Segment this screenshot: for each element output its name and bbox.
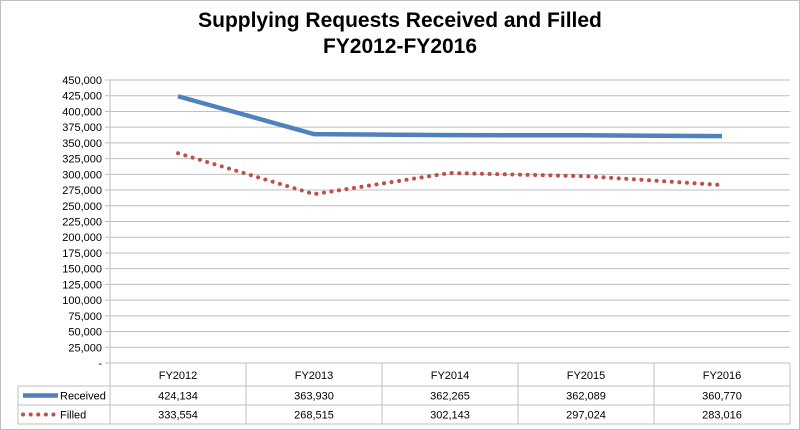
legend-label: Received — [60, 391, 106, 403]
y-tick-label: 400,000 — [62, 106, 102, 118]
data-label: 362,265 — [430, 391, 470, 403]
data-label: 333,554 — [158, 410, 198, 422]
y-tick-label: 425,000 — [62, 91, 102, 103]
category-label: FY2012 — [159, 370, 198, 382]
category-label: FY2016 — [703, 370, 742, 382]
y-tick-label: 50,000 — [68, 327, 102, 339]
y-tick-label: 125,000 — [62, 279, 102, 291]
series-line-received — [177, 94, 723, 139]
category-label: FY2015 — [567, 370, 606, 382]
category-label: FY2013 — [295, 370, 334, 382]
chart-title: Supplying Requests Received and Filled F… — [0, 8, 800, 60]
y-tick-label: 25,000 — [68, 342, 102, 354]
y-tick-label: - — [98, 358, 102, 370]
y-tick-label: 300,000 — [62, 169, 102, 181]
data-label: 424,134 — [158, 391, 198, 403]
chart-title-line1: Supplying Requests Received and Filled — [198, 9, 602, 32]
data-label: 302,143 — [430, 410, 470, 422]
y-tick-label: 375,000 — [62, 122, 102, 134]
y-tick-label: 200,000 — [62, 232, 102, 244]
y-tick-label: 275,000 — [62, 185, 102, 197]
data-label: 283,016 — [702, 410, 742, 422]
legend-label: Filled — [60, 410, 86, 422]
y-tick-label: 100,000 — [62, 295, 102, 307]
y-tick-label: 225,000 — [62, 217, 102, 229]
y-tick-label: 150,000 — [62, 264, 102, 276]
y-tick-label: 450,000 — [62, 75, 102, 87]
y-tick-label: 325,000 — [62, 154, 102, 166]
y-tick-label: 250,000 — [62, 201, 102, 213]
data-label: 297,024 — [566, 410, 606, 422]
data-label: 268,515 — [294, 410, 334, 422]
data-label: 363,930 — [294, 391, 334, 403]
category-label: FY2014 — [431, 370, 470, 382]
data-label: 362,089 — [566, 391, 606, 403]
y-tick-label: 350,000 — [62, 138, 102, 150]
series-line-filled — [176, 151, 724, 197]
data-label: 360,770 — [702, 391, 742, 403]
y-tick-label: 75,000 — [68, 311, 102, 323]
y-tick-label: 175,000 — [62, 248, 102, 260]
chart-title-line2: FY2012-FY2016 — [322, 35, 478, 58]
